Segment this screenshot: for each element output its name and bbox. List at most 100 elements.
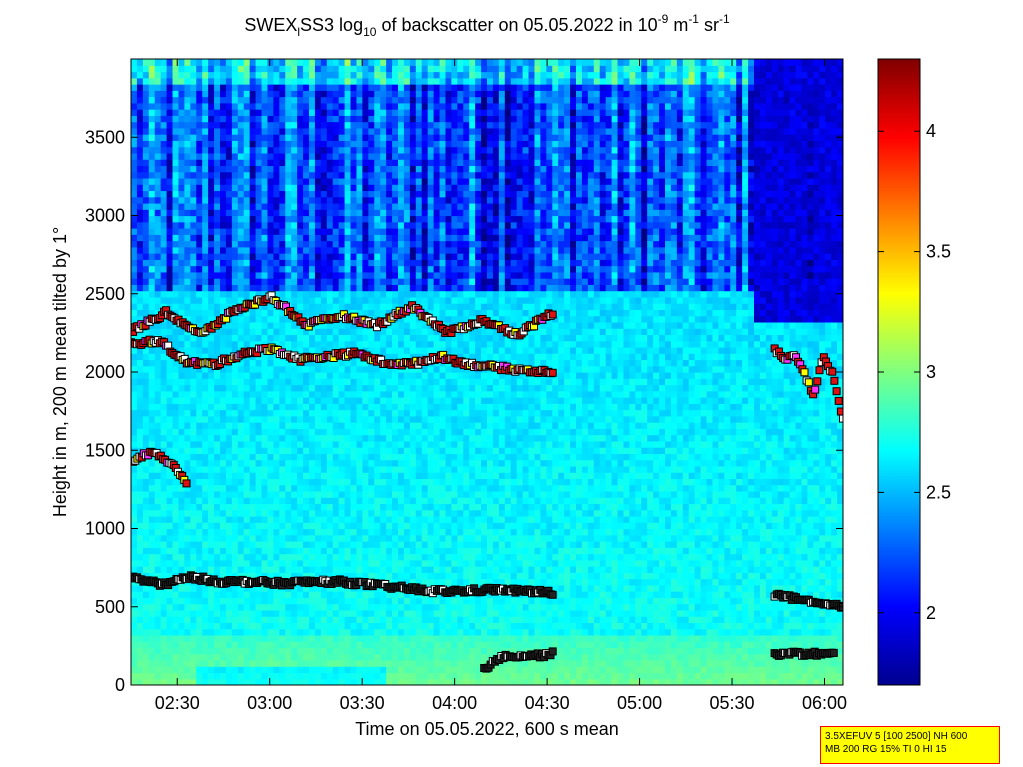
heatmap-cell (362, 547, 369, 555)
heatmap-cell (314, 202, 322, 210)
heatmap-cell (243, 653, 251, 661)
heatmap-cell (273, 159, 280, 167)
heatmap-cell (309, 672, 316, 680)
heatmap-cell (196, 65, 203, 73)
heatmap-cell (386, 171, 393, 179)
heatmap-cell (196, 378, 203, 386)
heatmap-cell (320, 346, 328, 354)
heatmap-cell (297, 121, 304, 129)
heatmap-cell (249, 591, 257, 598)
heatmap-cell (356, 447, 363, 454)
heatmap-cell (231, 528, 239, 536)
heatmap-cell (166, 472, 174, 480)
heatmap-cell (356, 440, 363, 448)
heatmap-cell (374, 397, 381, 404)
heatmap-cell (320, 478, 328, 486)
heatmap-cell (196, 522, 203, 530)
heatmap-cell (303, 296, 310, 304)
heatmap-cell (261, 59, 269, 66)
heatmap-cell (403, 171, 411, 179)
heatmap-cell (386, 634, 393, 642)
heatmap-cell (320, 359, 328, 367)
heatmap-cell (392, 134, 399, 141)
heatmap-cell (237, 77, 245, 85)
heatmap-cell (208, 509, 215, 517)
heatmap-cell (309, 303, 316, 310)
heatmap-cell (309, 134, 316, 141)
heatmap-cell (344, 628, 352, 636)
heatmap-cell (368, 290, 375, 298)
heatmap-cell (386, 202, 393, 210)
heatmap-cell (178, 672, 185, 680)
heatmap-cell (160, 134, 168, 141)
heatmap-cell (196, 672, 203, 680)
heatmap-cell (285, 296, 292, 304)
heatmap-cell (196, 284, 203, 292)
heatmap-cell (374, 146, 381, 154)
heatmap-cell (368, 634, 375, 642)
heatmap-cell (409, 152, 417, 160)
heatmap-cell (362, 422, 369, 429)
heatmap-cell (303, 678, 310, 685)
heatmap-cell (261, 184, 269, 192)
heatmap-cell (178, 634, 185, 642)
heatmap-cell (166, 603, 174, 611)
heatmap-cell (154, 465, 162, 473)
heatmap-cell (356, 666, 363, 674)
heatmap-cell (368, 453, 375, 461)
heatmap-cell (356, 659, 363, 667)
heatmap-cell (196, 528, 203, 536)
heatmap-cell (214, 171, 221, 179)
heatmap-cell (421, 390, 429, 398)
heatmap-cell (190, 240, 197, 248)
heatmap-cell (285, 77, 292, 85)
heatmap-cell (309, 59, 316, 66)
heatmap-cell (415, 390, 423, 398)
heatmap-cell (208, 597, 215, 605)
heatmap-cell (356, 240, 363, 248)
heatmap-cell (344, 296, 352, 304)
heatmap-cell (220, 566, 227, 573)
heatmap-cell (261, 659, 269, 667)
heatmap-cell (338, 290, 346, 298)
heatmap-cell (225, 115, 233, 123)
heatmap-cell (255, 259, 263, 267)
heatmap-cell (243, 390, 251, 398)
heatmap-cell (184, 403, 191, 411)
heatmap-cell (398, 102, 405, 110)
heatmap-cell (386, 522, 393, 530)
heatmap-cell (136, 140, 144, 148)
heatmap-cell (392, 553, 399, 561)
heatmap-cell (409, 409, 417, 417)
heatmap-cell (225, 303, 233, 310)
heatmap-cell (267, 616, 274, 623)
heatmap-cell (279, 234, 286, 242)
heatmap-cell (214, 209, 221, 217)
heatmap-cell (409, 271, 417, 279)
heatmap-cell (190, 490, 197, 498)
heatmap-cell (178, 378, 185, 386)
heatmap-cell (403, 384, 411, 392)
heatmap-cell (237, 522, 245, 530)
heatmap-cell (231, 384, 239, 392)
heatmap-cell (172, 140, 180, 148)
heatmap-cell (208, 591, 215, 598)
heatmap-cell (231, 146, 239, 154)
heatmap-cell (314, 165, 322, 173)
heatmap-cell (285, 234, 292, 242)
heatmap-cell (415, 472, 423, 480)
heatmap-cell (231, 284, 239, 292)
heatmap-cell (297, 447, 304, 454)
heatmap-cell (338, 415, 346, 423)
heatmap-cell (409, 390, 417, 398)
heatmap-cell (231, 422, 239, 429)
heatmap-cell (386, 303, 393, 310)
heatmap-cell (338, 84, 346, 91)
heatmap-cell (380, 184, 387, 192)
heatmap-cell (356, 334, 363, 342)
heatmap-cell (178, 102, 185, 110)
heatmap-cell (202, 127, 209, 135)
heatmap-cell (273, 359, 280, 367)
heatmap-cell (344, 678, 352, 685)
heatmap-cell (314, 321, 322, 329)
